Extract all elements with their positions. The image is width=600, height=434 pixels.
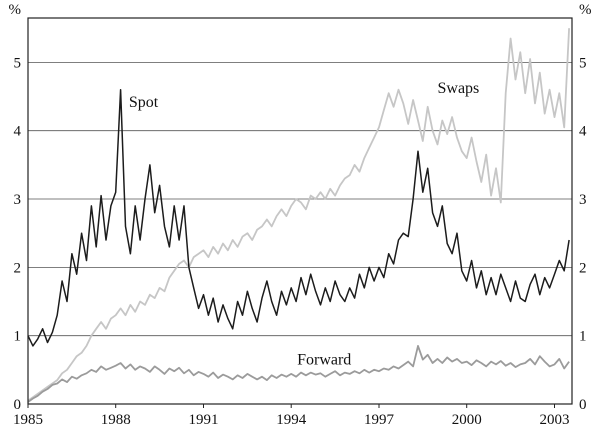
y-tick-label-right: 0 (579, 397, 587, 413)
y-tick-label-left: 3 (14, 192, 22, 208)
series-label-spot: Spot (129, 94, 159, 111)
y-tick-label-right: 4 (579, 124, 587, 140)
y-tick-label-right: 5 (579, 55, 587, 71)
y-tick-label-left: 4 (14, 124, 22, 140)
y-tick-label-right: 1 (579, 329, 587, 345)
y-tick-label-left: 1 (14, 329, 22, 345)
y-tick-label-left: 0 (14, 397, 22, 413)
x-tick-label: 2003 (540, 412, 570, 428)
y-tick-label-left: 5 (14, 55, 22, 71)
unit-label-right: % (579, 2, 592, 18)
x-tick-label: 1985 (13, 412, 43, 428)
series-line-swaps (27, 28, 570, 402)
x-tick-label: 1994 (276, 412, 307, 428)
series-label-swaps: Swaps (438, 80, 480, 97)
y-tick-label-left: 2 (14, 260, 22, 276)
x-tick-label: 2000 (452, 412, 482, 428)
y-tick-label-right: 2 (579, 260, 587, 276)
x-tick-label: 1988 (101, 412, 131, 428)
series-line-forward (27, 344, 570, 403)
y-tick-label-right: 3 (579, 192, 587, 208)
series-line-spot (27, 88, 570, 347)
unit-label-left: % (9, 2, 22, 18)
x-tick-label: 1997 (364, 412, 395, 428)
series-label-forward: Forward (297, 351, 351, 368)
plot-frame (27, 17, 573, 405)
x-tick-label: 1991 (189, 412, 219, 428)
